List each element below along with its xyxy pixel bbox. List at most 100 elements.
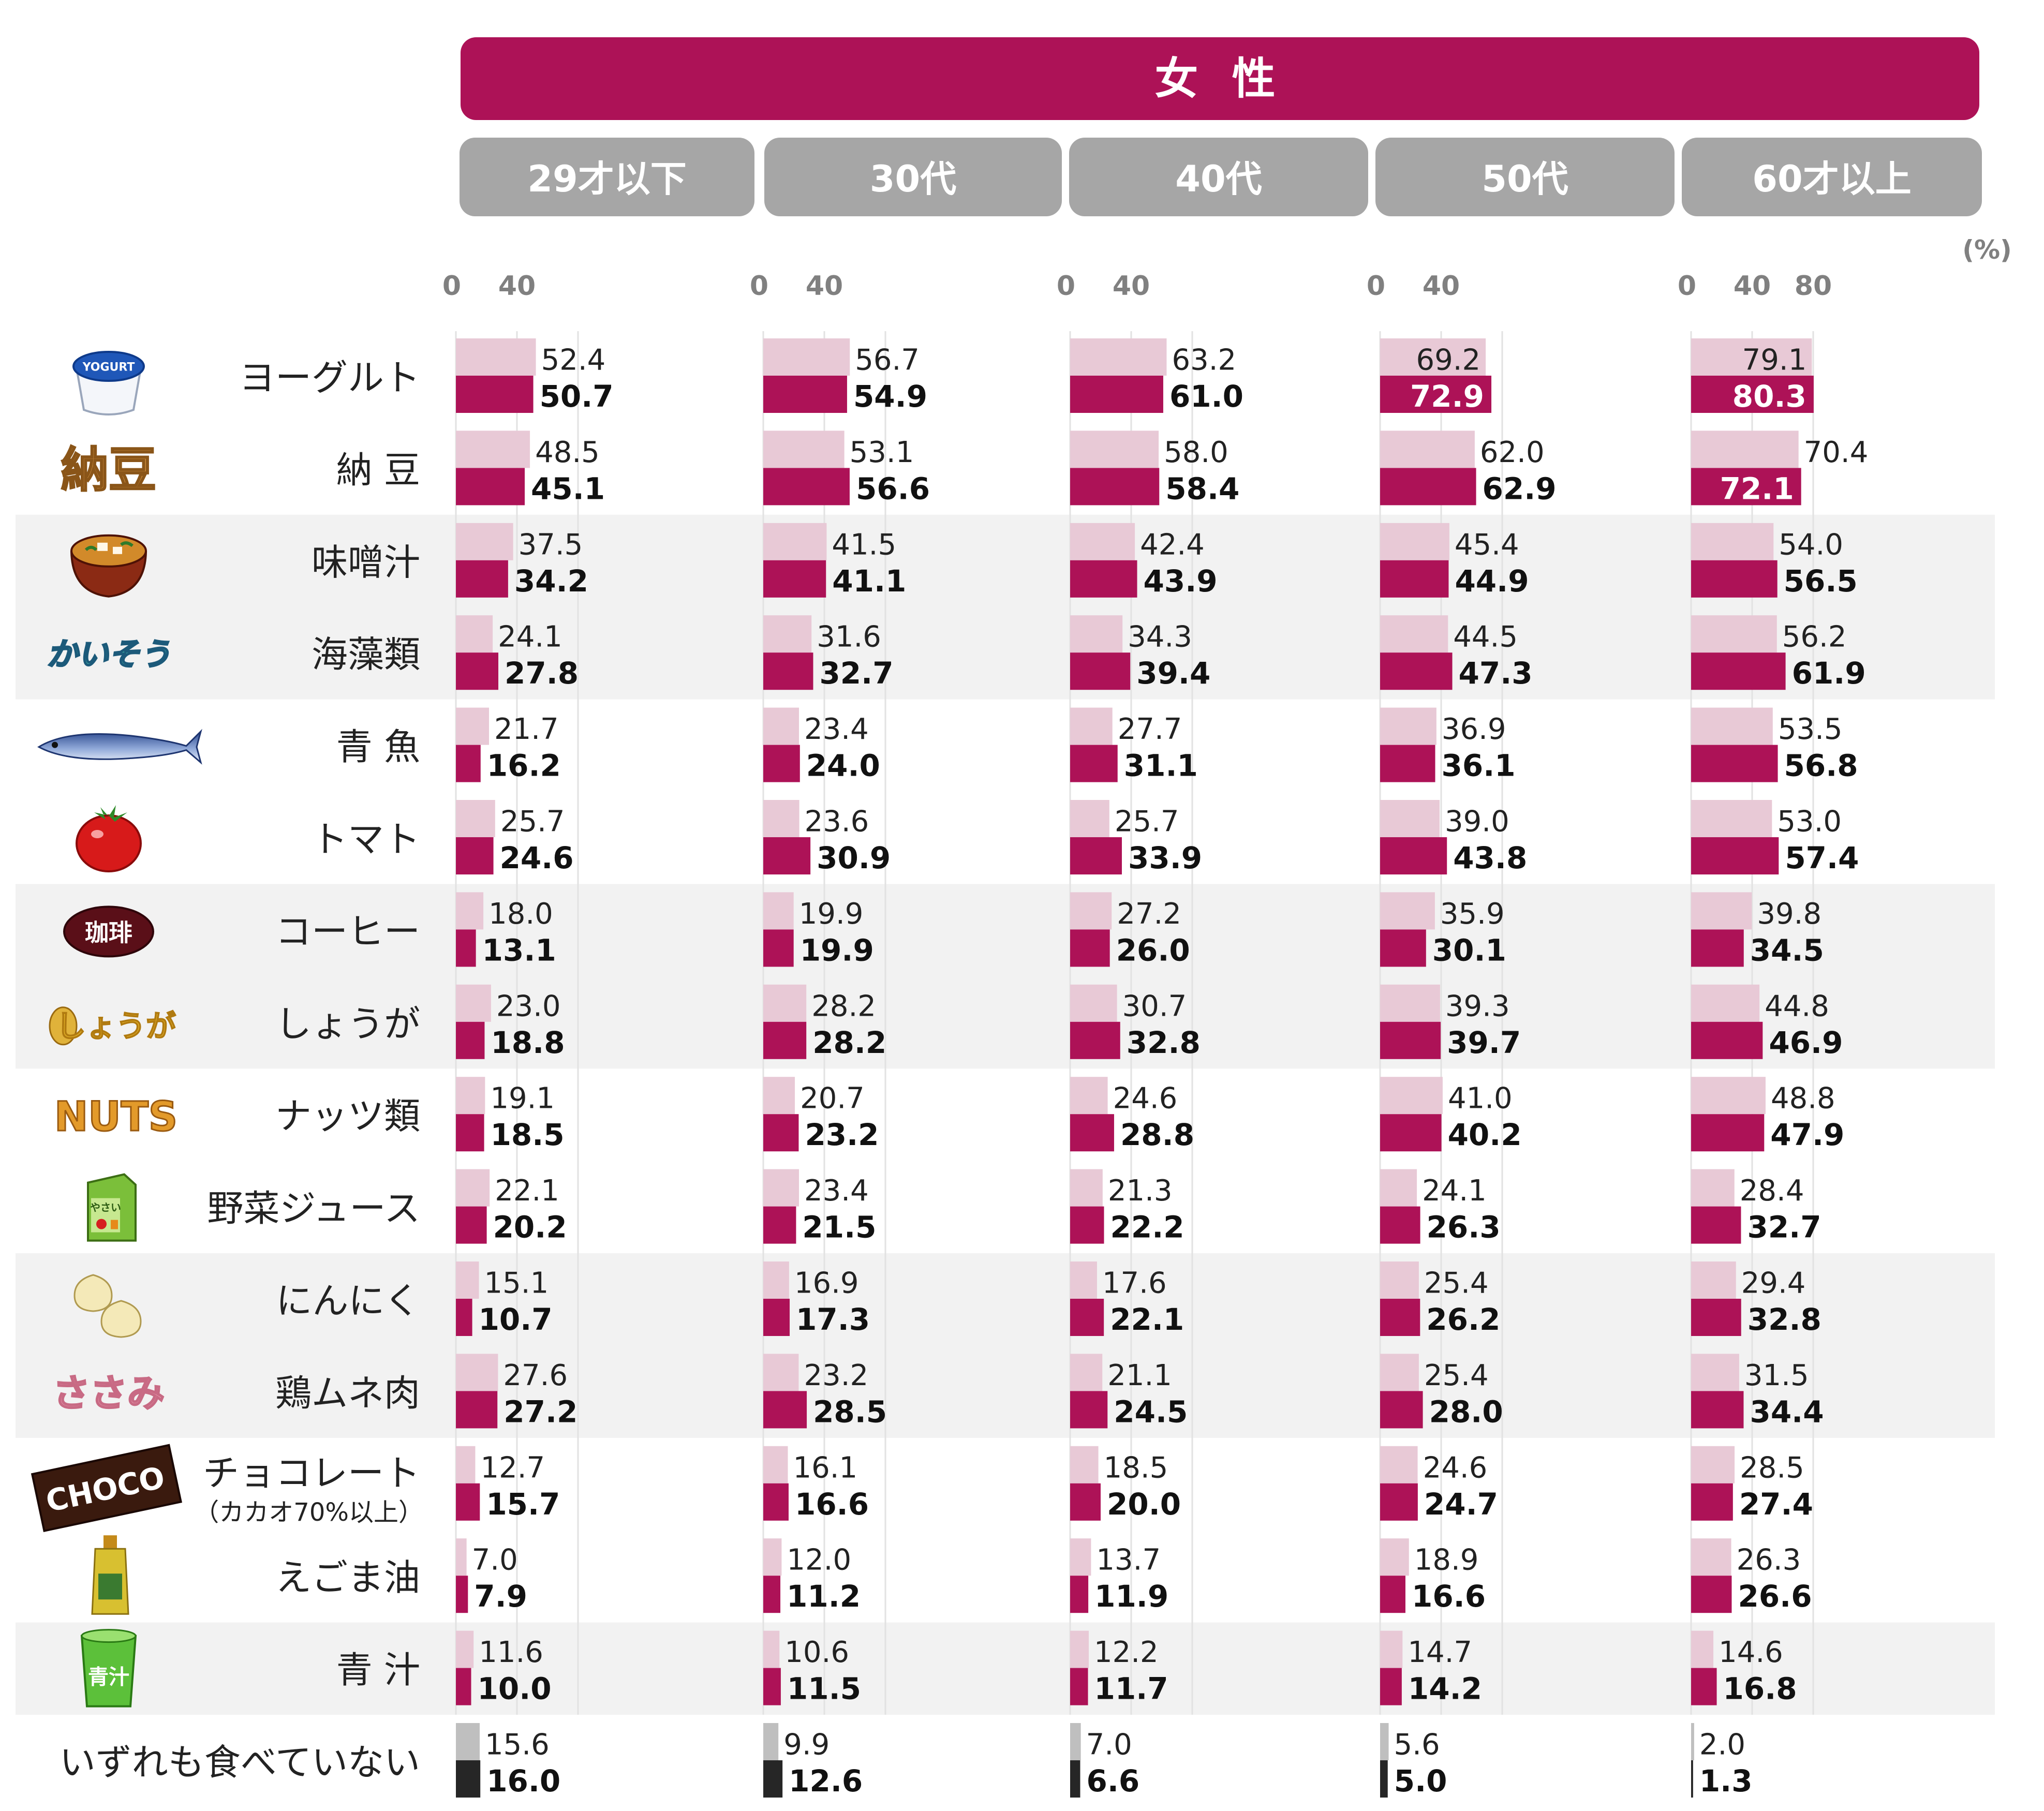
value-label-current: 24.0 bbox=[806, 748, 880, 783]
bar-current bbox=[1070, 376, 1163, 413]
row-band bbox=[16, 884, 1995, 1069]
value-label-previous: 23.6 bbox=[805, 805, 869, 839]
value-label-previous: 63.2 bbox=[1172, 344, 1236, 377]
bar-previous bbox=[456, 1723, 480, 1760]
value-label-current: 36.1 bbox=[1441, 748, 1515, 783]
value-label-current: 12.6 bbox=[789, 1763, 863, 1799]
bar-current bbox=[456, 1483, 480, 1521]
value-label-previous: 12.0 bbox=[787, 1543, 851, 1577]
value-label-previous: 24.6 bbox=[1423, 1451, 1488, 1485]
svg-text:納豆: 納豆 bbox=[61, 442, 156, 498]
bar-current bbox=[1380, 1391, 1423, 1429]
bar-current bbox=[1070, 652, 1131, 690]
group-header-label: 40代 bbox=[1175, 158, 1262, 200]
bar-current bbox=[456, 1391, 498, 1429]
svg-text:青汁: 青汁 bbox=[88, 1666, 129, 1689]
value-label-previous: 48.5 bbox=[535, 436, 600, 469]
ginger-icon: しょうが bbox=[49, 1006, 176, 1046]
value-label-previous: 18.5 bbox=[1104, 1451, 1168, 1485]
natto-icon: 納豆 bbox=[60, 441, 157, 498]
value-label-current: 10.7 bbox=[479, 1302, 553, 1337]
bar-previous bbox=[1380, 615, 1448, 653]
value-label-current: 18.5 bbox=[491, 1117, 565, 1152]
bar-current bbox=[1380, 1299, 1420, 1336]
bar-previous bbox=[1380, 1354, 1419, 1391]
bar-previous bbox=[1691, 1446, 1735, 1483]
bar-previous bbox=[763, 800, 799, 837]
bar-current bbox=[456, 745, 481, 782]
svg-text:しょうが: しょうが bbox=[56, 1008, 176, 1044]
value-label-current: 11.9 bbox=[1094, 1579, 1168, 1614]
value-label-current: 56.5 bbox=[1784, 563, 1858, 599]
value-label-current: 16.6 bbox=[1412, 1579, 1486, 1614]
bar-previous bbox=[1691, 1354, 1739, 1391]
bar-current bbox=[1691, 1114, 1765, 1152]
value-label-previous: 29.4 bbox=[1741, 1267, 1806, 1300]
value-label-current: 54.9 bbox=[853, 379, 927, 414]
svg-text:YOGURT: YOGURT bbox=[82, 361, 135, 374]
bar-previous bbox=[763, 892, 794, 930]
bar-current bbox=[1380, 1576, 1405, 1613]
category-label: 海藻類 bbox=[312, 633, 420, 676]
value-label-previous: 12.2 bbox=[1094, 1636, 1159, 1669]
value-label-current: 32.8 bbox=[1747, 1302, 1821, 1337]
bar-previous bbox=[1691, 707, 1773, 745]
bar-current bbox=[1691, 745, 1778, 782]
value-label-current: 18.8 bbox=[491, 1025, 565, 1060]
bar-previous bbox=[1070, 984, 1117, 1022]
bar-previous bbox=[1380, 1169, 1417, 1207]
bar-previous bbox=[456, 1446, 476, 1483]
value-label-previous: 23.2 bbox=[804, 1359, 868, 1392]
bar-current bbox=[1380, 652, 1453, 690]
value-label-previous: 39.3 bbox=[1445, 989, 1510, 1023]
aojiru-icon: 青汁 bbox=[80, 1629, 137, 1708]
bar-current bbox=[456, 1114, 484, 1152]
value-label-current: 62.9 bbox=[1483, 471, 1557, 506]
value-label-previous: 20.7 bbox=[800, 1082, 865, 1116]
bar-previous bbox=[1070, 1723, 1081, 1760]
value-label-current: 56.6 bbox=[856, 471, 930, 506]
value-label-current: 32.7 bbox=[819, 656, 893, 691]
category-label: ナッツ類 bbox=[275, 1095, 420, 1137]
bar-previous bbox=[1380, 707, 1436, 745]
nuts-icon: NUTS bbox=[54, 1093, 179, 1141]
bar-previous bbox=[1070, 892, 1112, 930]
bar-current bbox=[1380, 1668, 1402, 1705]
value-label-previous: 25.4 bbox=[1424, 1267, 1489, 1300]
bar-current bbox=[1380, 1114, 1442, 1152]
category-label: 鶏ムネ肉 bbox=[275, 1372, 420, 1414]
value-label-previous: 26.3 bbox=[1737, 1543, 1801, 1577]
value-label-previous: 16.1 bbox=[793, 1451, 857, 1485]
value-label-previous: 27.2 bbox=[1117, 897, 1181, 931]
bar-previous bbox=[456, 1630, 474, 1668]
value-label-previous: 31.5 bbox=[1744, 1359, 1809, 1392]
value-label-previous: 45.4 bbox=[1455, 528, 1519, 561]
category-label: いずれも食べていない bbox=[60, 1741, 420, 1784]
value-label-current: 24.5 bbox=[1114, 1394, 1188, 1429]
bar-previous bbox=[763, 1354, 799, 1391]
value-label-previous: 21.1 bbox=[1107, 1359, 1172, 1392]
bar-current bbox=[1070, 837, 1122, 874]
value-label-current: 28.0 bbox=[1429, 1394, 1503, 1429]
bar-current bbox=[1070, 1483, 1101, 1521]
bar-current bbox=[1691, 1021, 1763, 1059]
value-label-previous: 25.7 bbox=[500, 805, 565, 839]
bar-current bbox=[1691, 652, 1786, 690]
bar-previous bbox=[1691, 1630, 1714, 1668]
group-header-label: 50代 bbox=[1482, 158, 1568, 200]
header-title: 女 性 bbox=[1154, 53, 1284, 104]
coffee-icon: 珈琲 bbox=[63, 906, 154, 958]
value-label-current: 16.8 bbox=[1723, 1671, 1797, 1706]
bar-current bbox=[763, 1576, 781, 1613]
value-label-previous: 24.1 bbox=[1422, 1174, 1487, 1208]
bar-current bbox=[763, 1483, 789, 1521]
value-label-current: 32.8 bbox=[1127, 1025, 1201, 1060]
value-label-current: 19.9 bbox=[800, 932, 874, 968]
bar-previous bbox=[763, 1169, 799, 1207]
bar-current bbox=[1070, 1021, 1120, 1059]
value-label-previous: 48.8 bbox=[1771, 1082, 1835, 1116]
svg-text:珈琲: 珈琲 bbox=[85, 918, 132, 946]
bar-previous bbox=[1380, 1261, 1419, 1299]
bar-current bbox=[1070, 1760, 1080, 1798]
bar-previous bbox=[763, 338, 850, 376]
